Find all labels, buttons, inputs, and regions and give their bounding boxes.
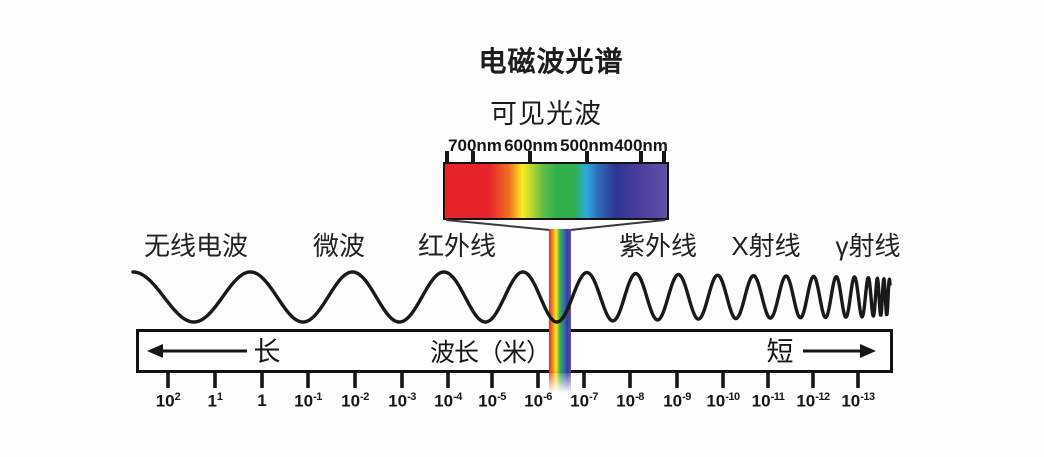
axis-tick-label: 11 [207,391,223,411]
axis-tick [856,373,860,388]
wavelength-label: 600nm [504,136,558,155]
axis-tick [446,373,450,388]
wavelength-axis-bar [136,329,893,373]
diagram-title: 电磁波光谱 [478,46,624,77]
axis-tick [628,373,632,388]
wavelength-label: 500nm [560,136,614,155]
funnel-lines [445,219,666,231]
band-label-microwave: 微波 [312,231,366,261]
long-label: 长 [253,337,281,367]
axis-tick [536,373,540,388]
em-wave-curve [131,270,892,324]
axis-tick-label: 102 [155,391,181,411]
axis-title: 波长（米） [429,339,551,367]
axis-tick-label: 10-6 [524,391,552,411]
band-label-gamma-ray: γ射线 [835,231,901,261]
axis-tick-label: 10-2 [341,391,369,411]
wavelength-label: 400nm [614,136,668,155]
axis-tick-label: 10-12 [796,391,830,411]
axis-tick-label: 10-9 [663,391,691,411]
band-label-infrared: 红外线 [417,231,497,261]
axis-tick [766,373,770,388]
axis-tick-label: 10-10 [706,391,740,411]
axis-tick [400,373,404,388]
axis-tick [811,373,815,388]
axis-tick-label: 10-7 [570,391,598,411]
axis-tick [306,373,310,388]
axis-tick-label: 10-1 [294,391,322,411]
band-label-ultraviolet: 紫外线 [618,231,698,261]
axis-tick-marks [166,373,860,388]
axis-tick [166,373,170,388]
axis-tick [213,373,217,388]
axis-tick-label: 10-5 [478,391,506,411]
axis-tick [582,373,586,388]
visible-spectrum-bar [443,162,669,220]
band-label-radio-waves: 无线电波 [143,231,249,261]
axis-tick [721,373,725,388]
axis-tick-label: 10-13 [841,391,875,411]
band-label-x-ray: X射线 [731,231,801,261]
short-label: 短 [766,337,794,367]
axis-tick-label: 10-3 [388,391,416,411]
visible-light-title: 可见光波 [490,99,602,129]
wavelength-label: 700nm [448,136,502,155]
axis-tick [260,373,264,388]
axis-tick-label: 10-8 [616,391,644,411]
axis-tick [675,373,679,388]
axis-tick-label: 10-4 [434,391,462,411]
axis-tick-label: 1 [257,391,267,410]
axis-tick [353,373,357,388]
axis-tick-label: 10-11 [751,391,785,411]
axis-tick [490,373,494,388]
